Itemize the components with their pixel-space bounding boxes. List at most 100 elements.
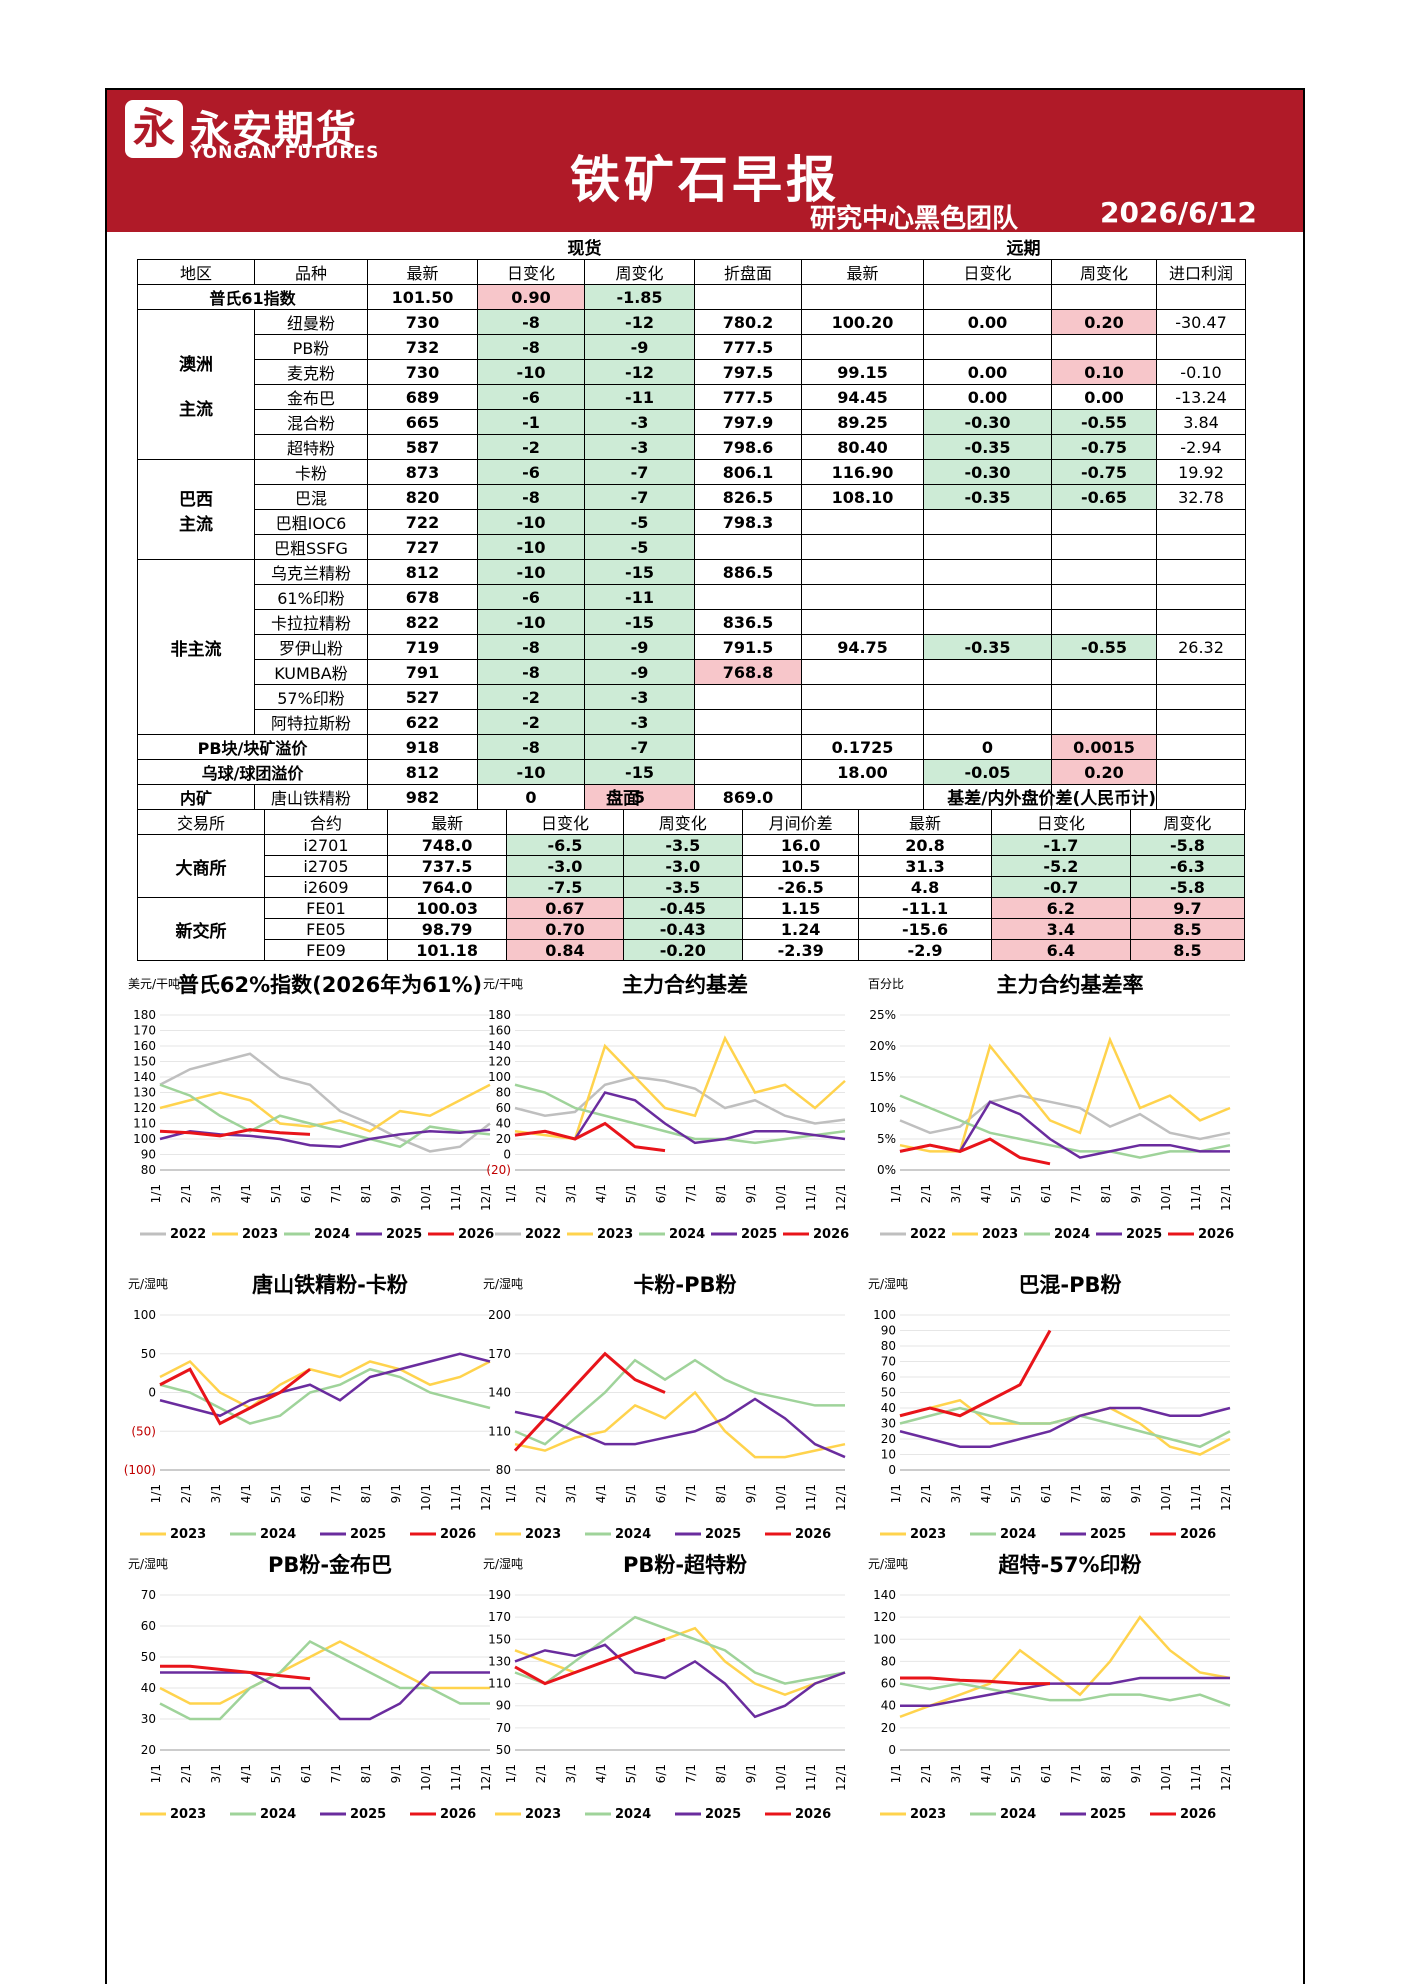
- x-tick-label: 10/1: [419, 1184, 433, 1211]
- table-cell: -8: [477, 634, 585, 660]
- x-tick-label: 2/1: [919, 1184, 933, 1203]
- series-line-2026: [159, 1367, 311, 1426]
- legend-label: 2025: [1090, 1527, 1126, 1542]
- product-name: 混合粉: [254, 409, 368, 435]
- table-cell: 19.92: [1156, 459, 1246, 485]
- header-banner: [107, 90, 1303, 232]
- x-tick-label: 9/1: [389, 1764, 403, 1783]
- y-tick-label: 10: [881, 1448, 896, 1462]
- y-tick-label: 80: [141, 1163, 156, 1177]
- futures-table: 盘面 基差/内外盘价差(人民币计) 交易所 合约 最新 日变化 周变化 月间价差 最新 日变化 周变…: [136, 784, 1246, 961]
- table-cell: 0.00: [1051, 384, 1157, 410]
- x-tick-label: 6/1: [1039, 1764, 1053, 1783]
- table-cell: -15.6: [858, 918, 992, 940]
- x-tick-label: 8/1: [1099, 1764, 1113, 1783]
- table-cell: 1.24: [742, 918, 860, 940]
- x-tick-label: 12/1: [834, 1484, 848, 1511]
- series-line-2024: [514, 1358, 845, 1446]
- table-cell: [1156, 734, 1246, 760]
- table-cell: 791.5: [694, 634, 802, 660]
- y-tick-label: 70: [881, 1355, 896, 1369]
- table-cell: [1051, 534, 1157, 560]
- legend-label: 2024: [1054, 1227, 1090, 1242]
- table-cell: [923, 534, 1052, 560]
- table-cell: [1051, 609, 1157, 635]
- report-title: 铁矿石早报: [570, 151, 840, 209]
- table-cell: [801, 559, 924, 585]
- futures-row: 大商所 i2701 748.0 -6.5 -3.5 16.0 20.8 -1.7 -5.8: [136, 834, 1246, 898]
- table-cell: 777.5: [694, 334, 802, 360]
- table-cell: -0.65: [1051, 484, 1157, 510]
- column-header: 周变化: [622, 809, 744, 835]
- chart-8: PB粉-超特粉 元/湿吨 190 170 150 130 110 90 70 50 1/1 2/1 3/…: [475, 1550, 855, 1834]
- x-tick-label: 5/1: [624, 1184, 638, 1203]
- x-tick-label: 3/1: [209, 1184, 223, 1203]
- table-cell: -10: [477, 609, 585, 635]
- legend-label: 2025: [1126, 1227, 1162, 1242]
- x-tick-label: 8/1: [714, 1184, 728, 1203]
- table-cell: 665: [367, 409, 478, 435]
- y-tick-label: 180: [488, 1008, 511, 1022]
- x-tick-label: 4/1: [979, 1484, 993, 1503]
- x-tick-label: 7/1: [1069, 1764, 1083, 1783]
- x-tick-label: 11/1: [449, 1484, 463, 1511]
- contract-name: FE05: [264, 918, 388, 940]
- chart-3: 主力合约基差率 百分比 25% 20% 15% 10% 5% 0% 1/1 2/1 3/1 4/1 5/…: [860, 970, 1240, 1254]
- y-tick-label: 0: [888, 1743, 896, 1757]
- x-tick-label: 10/1: [774, 1184, 788, 1211]
- y-tick-label: 20: [881, 1721, 896, 1735]
- column-header: 日变化: [990, 809, 1131, 835]
- legend-label: 2025: [1090, 1807, 1126, 1822]
- x-tick-label: 4/1: [594, 1184, 608, 1203]
- x-tick-label: 7/1: [684, 1764, 698, 1783]
- table-cell: 806.1: [694, 459, 802, 485]
- column-header: 周变化: [1051, 259, 1157, 285]
- series-line-2025: [159, 1128, 491, 1149]
- table-cell: [923, 584, 1052, 610]
- x-tick-label: 1/1: [149, 1484, 163, 1503]
- table-cell: 20.8: [858, 834, 992, 856]
- spot-row: 麦克粉 730 -10 -12 797.5 99.15 0.00 0.10 -0.10: [138, 359, 1246, 385]
- column-header: 周变化: [1129, 809, 1246, 835]
- table-cell: -6: [477, 459, 585, 485]
- x-tick-label: 6/1: [299, 1184, 313, 1203]
- table-cell: 0.0015: [1051, 734, 1157, 760]
- table-cell: -7: [584, 734, 695, 760]
- product-name: 57%印粉: [254, 684, 368, 710]
- table-cell: 722: [367, 509, 478, 535]
- y-tick-label: 80: [496, 1463, 511, 1477]
- table-cell: 0: [477, 784, 585, 810]
- spot-row: 澳洲 主流 纽曼粉 730 -8 -12 780.2 100.20 0.00 0.20 -30.4…: [137, 309, 1246, 460]
- y-tick-label: 5%: [877, 1132, 896, 1146]
- y-tick-label: 70: [496, 1721, 511, 1735]
- spot-row: 巴混 820 -8 -7 826.5 108.10 -0.35 -0.65 32.78: [138, 484, 1246, 510]
- table-cell: [801, 609, 924, 635]
- table-cell: -2.39: [742, 939, 860, 961]
- table-cell: -1.85: [584, 284, 695, 310]
- region-label: 巴西 主流: [137, 459, 255, 560]
- table-cell: 99.15: [801, 359, 924, 385]
- x-tick-label: 3/1: [949, 1484, 963, 1503]
- contract-name: i2705: [264, 855, 388, 877]
- table-cell: 797.5: [694, 359, 802, 385]
- x-tick-label: 10/1: [1159, 1184, 1173, 1211]
- table-cell: 4.8: [858, 876, 992, 898]
- series-line-2026: [159, 1128, 311, 1138]
- product-name: 阿特拉斯粉: [254, 709, 368, 735]
- chart-svg: 主力合约基差率 百分比 25% 20% 15% 10% 5% 0% 1/1 2/1 3/1 4/1 5/…: [868, 973, 1234, 1242]
- table-cell: -3: [584, 409, 695, 435]
- y-tick-label: 40: [881, 1699, 896, 1713]
- table-cell: [923, 684, 1052, 710]
- x-tick-label: 3/1: [564, 1484, 578, 1503]
- table-cell: [801, 584, 924, 610]
- table-cell: -0.35: [923, 434, 1052, 460]
- table-cell: 0: [923, 734, 1052, 760]
- x-tick-label: 4/1: [239, 1764, 253, 1783]
- y-axis-unit: 元/湿吨: [868, 1556, 908, 1571]
- legend-label: 2026: [440, 1807, 476, 1822]
- futures-row: FE05 98.79 0.70 -0.43 1.24 -15.6 3.4 8.5: [138, 918, 1246, 940]
- table-cell: 0.00: [923, 359, 1052, 385]
- table-cell: -0.45: [622, 897, 744, 919]
